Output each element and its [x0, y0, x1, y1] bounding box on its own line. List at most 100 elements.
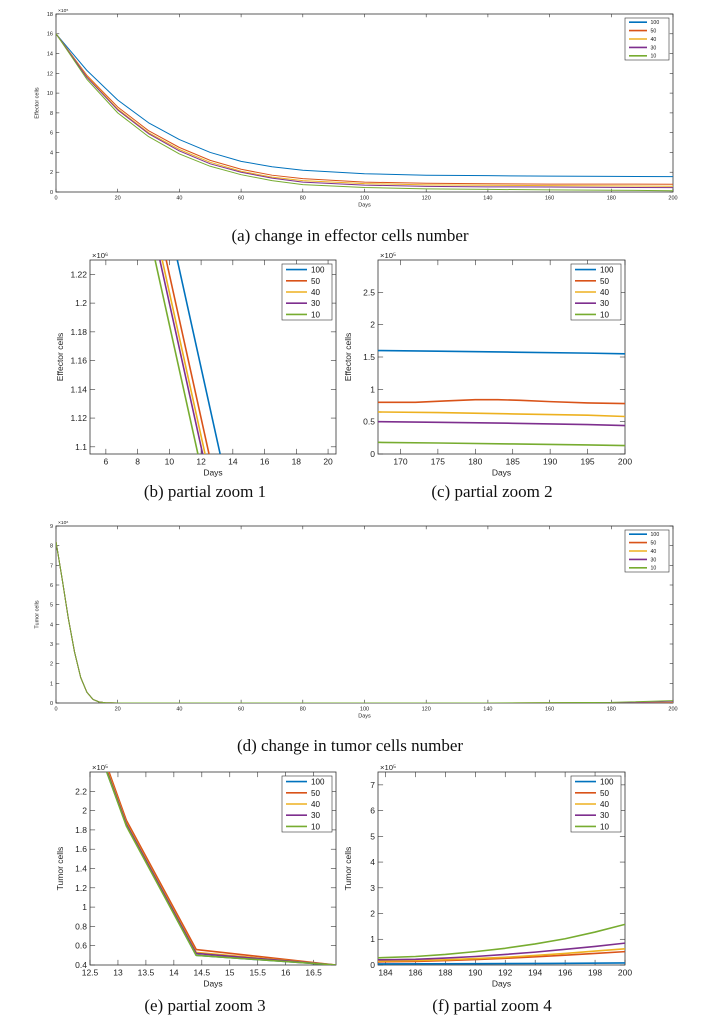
chart-c-y-axis-label: Effector cells — [343, 333, 353, 382]
chart-c-ytick-label: 0.5 — [363, 417, 375, 427]
chart-f-series-line-10 — [378, 923, 625, 959]
chart-b-ytick-label: 1.2 — [75, 298, 87, 308]
chart-f-ytick-label: 0 — [370, 960, 375, 970]
chart-b-ytick-label: 1.1 — [75, 442, 87, 452]
chart-d-ytick-label: 9 — [50, 524, 53, 530]
chart-d-ytick-label: 3 — [50, 642, 53, 648]
chart-c-series-line-100 — [378, 349, 625, 355]
chart-c-caption: (c) partial zoom 2 — [431, 482, 552, 501]
chart-d-xtick-label: 20 — [115, 707, 121, 713]
chart-c-x-axis-label: Days — [492, 468, 511, 478]
chart-c-ytick-label: 1 — [370, 384, 375, 394]
chart-d-xtick-label: 200 — [668, 707, 677, 713]
chart-f-x-axis-label: Days — [492, 979, 511, 989]
chart-b-group: 6 8 10 12 14 16 18 20 1.1 1.12 1.14 1.16 1.18 1.2 1.22… — [55, 251, 337, 501]
chart-f-xtick-label: 186 — [408, 968, 422, 978]
chart-d-xtick-label: 180 — [607, 707, 616, 713]
chart-a-legend-label-10: 10 — [651, 54, 657, 60]
chart-a-xtick-label: 120 — [422, 196, 431, 202]
chart-c-xtick-label: 170 — [393, 457, 407, 467]
chart-b-series-line-30 — [159, 260, 204, 454]
chart-d-ytick-label: 5 — [50, 603, 53, 609]
chart-c-ytick-label: 1.5 — [363, 352, 375, 362]
chart-d-legend-label-40: 40 — [651, 549, 657, 555]
chart-e-legend-label-10: 10 — [311, 822, 320, 831]
chart-d-xtick-label: 120 — [422, 707, 431, 713]
chart-e-ytick-label: 2.2 — [75, 786, 87, 796]
chart-b-xtick-label: 8 — [135, 457, 140, 467]
chart-a-ytick-label: 0 — [50, 190, 53, 196]
chart-a-ytick-label: 4 — [50, 150, 53, 156]
chart-e-ytick-label: 0.4 — [75, 960, 87, 970]
chart-f-xtick-label: 190 — [468, 968, 482, 978]
chart-e-ytick-label: 1.6 — [75, 844, 87, 854]
chart-a-xtick-label: 160 — [545, 196, 554, 202]
chart-c-legend-label-10: 10 — [600, 310, 609, 319]
chart-a-x-axis-label: Days — [358, 203, 371, 209]
chart-b-xtick-label: 6 — [104, 457, 109, 467]
chart-a-ytick-label: 10 — [47, 91, 53, 97]
chart-b-caption: (b) partial zoom 1 — [144, 482, 266, 501]
chart-b-axis-exponent: ×10⁶ — [92, 251, 108, 260]
chart-a-y-axis-label: Effector cells — [34, 87, 40, 119]
chart-a-xtick-label: 0 — [54, 196, 57, 202]
chart-e-ytick-label: 1.2 — [75, 883, 87, 893]
chart-a-series-line-100 — [56, 33, 673, 178]
chart-e-series-line-50 — [108, 772, 336, 965]
chart-d-xtick-label: 0 — [54, 707, 57, 713]
chart-c-legend-label-30: 30 — [600, 299, 609, 308]
chart-a-ytick-label: 2 — [50, 170, 53, 176]
chart-a-ytick-label: 12 — [47, 71, 53, 77]
chart-a-ytick-label: 18 — [47, 12, 53, 18]
chart-e-y-axis-label: Tumor cells — [55, 847, 65, 891]
chart-b-legend-label-40: 40 — [311, 288, 320, 297]
chart-a-frame — [55, 13, 674, 193]
chart-f-xtick-label: 192 — [498, 968, 512, 978]
chart-f-caption: (f) partial zoom 4 — [432, 996, 552, 1015]
chart-f-xtick-label: 188 — [438, 968, 452, 978]
chart-d-y-axis-label: Tumor cells — [34, 600, 40, 628]
chart-c-axis-exponent: ×10⁵ — [380, 251, 396, 260]
chart-f-series-line-100 — [378, 962, 625, 965]
chart-d-x-axis-label: Days — [358, 714, 371, 720]
chart-e-xtick-label: 16.5 — [305, 968, 322, 978]
chart-d-xtick-label: 40 — [176, 707, 182, 713]
chart-f-series-line-30 — [378, 942, 625, 961]
chart-a-series-line-30 — [56, 33, 673, 189]
chart-a-ytick-label: 16 — [47, 32, 53, 38]
chart-d-xtick-label: 160 — [545, 707, 554, 713]
chart-d-xtick-label: 60 — [238, 707, 244, 713]
chart-f-ytick-label: 3 — [370, 883, 375, 893]
chart-c-xtick-label: 200 — [618, 457, 632, 467]
chart-a-xtick-label: 80 — [300, 196, 306, 202]
chart-d-ytick-label: 1 — [50, 681, 53, 687]
chart-e-legend-label-30: 30 — [311, 811, 320, 820]
chart-e-ytick-label: 1 — [82, 902, 87, 912]
chart-f-axis-exponent: ×10⁵ — [380, 763, 396, 772]
chart-d-legend-label-50: 50 — [651, 541, 657, 547]
chart-b-series-line-10 — [154, 260, 199, 454]
chart-a-xtick-label: 200 — [668, 196, 677, 202]
chart-e-xtick-label: 16 — [281, 968, 291, 978]
chart-d-legend-label-100: 100 — [651, 532, 660, 538]
chart-c-xtick-label: 175 — [431, 457, 445, 467]
chart-c-xtick-label: 195 — [580, 457, 594, 467]
chart-d-legend-label-30: 30 — [651, 557, 657, 563]
chart-a-axis-exponent: ×10⁵ — [58, 8, 68, 14]
chart-b-xtick-label: 18 — [292, 457, 302, 467]
chart-f-ytick-label: 1 — [370, 934, 375, 944]
chart-f-xtick-label: 196 — [558, 968, 572, 978]
chart-b-legend-label-10: 10 — [311, 310, 320, 319]
chart-e-ytick-label: 1.8 — [75, 825, 87, 835]
chart-d-caption: (d) change in tumor cells number — [237, 736, 463, 755]
chart-a-series-line-50 — [56, 33, 673, 185]
chart-c-legend-label-100: 100 — [600, 266, 614, 275]
chart-f-legend-label-40: 40 — [600, 800, 609, 809]
chart-a-xtick-label: 140 — [483, 196, 492, 202]
chart-b-xtick-label: 14 — [228, 457, 238, 467]
chart-f-ytick-label: 7 — [370, 780, 375, 790]
chart-b-ytick-label: 1.14 — [70, 384, 87, 394]
chart-d-ytick-label: 7 — [50, 563, 53, 569]
chart-f-legend-label-50: 50 — [600, 789, 609, 798]
chart-c-series-line-10 — [378, 441, 625, 447]
